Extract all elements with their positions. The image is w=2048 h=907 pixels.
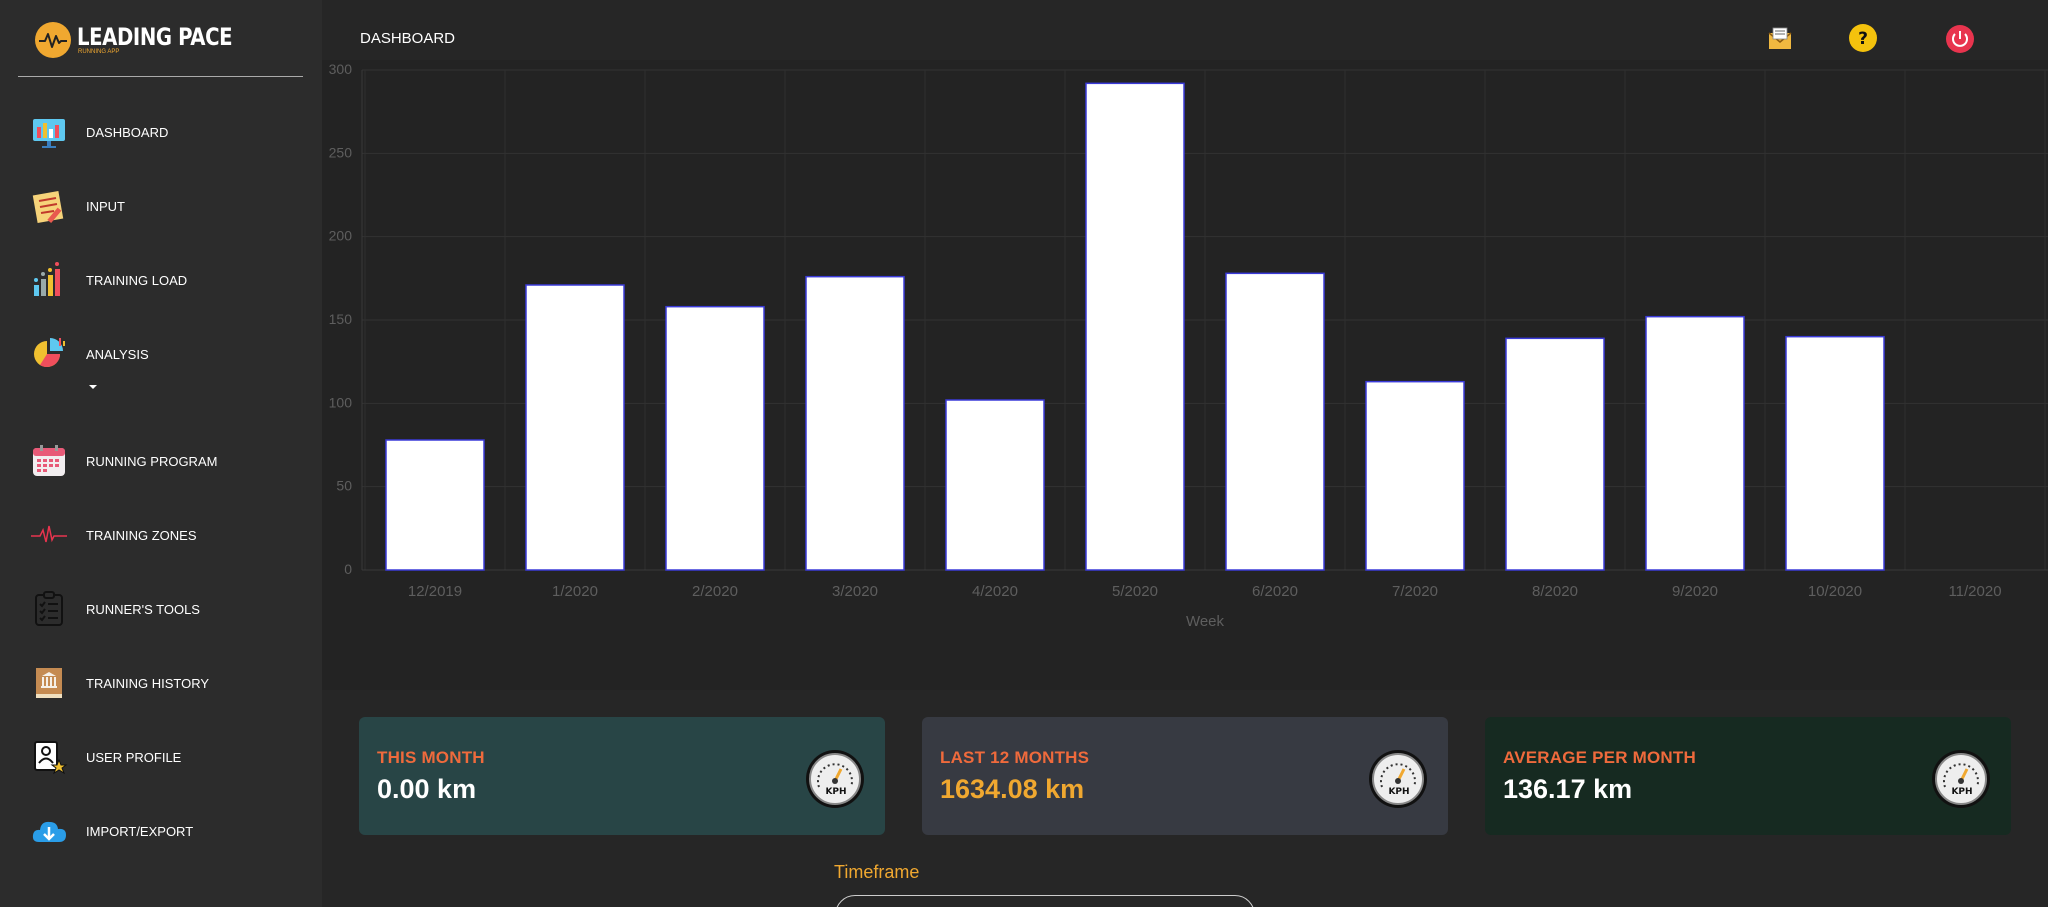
app-tagline: RUNNING APP [78, 48, 120, 55]
stat-label: AVERAGE PER MONTH [1503, 748, 1696, 767]
y-tick-label: 100 [329, 394, 353, 410]
stat-card-average-per-month: AVERAGE PER MONTH 136.17 km KPH [1485, 717, 2011, 835]
bar-1-2020 [525, 284, 625, 571]
x-axis-label: Week [1186, 613, 1225, 630]
cloud-download-icon [28, 810, 70, 852]
gauge-label: KPH [1951, 787, 1972, 797]
timeframe-select[interactable] [835, 895, 1255, 907]
x-tick-label: 12/2019 [408, 583, 462, 600]
x-tick-label: 8/2020 [1532, 583, 1578, 600]
stat-card-this-month: THIS MONTH 0.00 km KPH [359, 717, 885, 835]
notes-pencil-icon [28, 185, 70, 227]
sidebar-item-analysis[interactable]: ANALYSIS [28, 330, 308, 378]
sidebar-item-label: TRAINING ZONES [86, 527, 197, 543]
bar-2-2020 [665, 305, 765, 571]
speedometer-icon: KPH [805, 749, 865, 809]
page-title: DASHBOARD [360, 30, 456, 47]
x-tick-label: 9/2020 [1672, 583, 1718, 600]
pulse-logo-icon [35, 22, 71, 58]
x-tick-label: 10/2020 [1808, 583, 1862, 600]
bar-5-2020 [1085, 82, 1185, 571]
bar-8-2020 [1505, 337, 1605, 571]
bar-chart-icon [28, 259, 70, 301]
sidebar-item-label: INPUT [86, 198, 125, 214]
y-tick-label: 150 [329, 311, 353, 327]
y-tick-label: 200 [329, 228, 353, 244]
y-tick-label: 0 [344, 561, 352, 577]
bar-9-2020 [1645, 315, 1745, 571]
y-tick-label: 50 [336, 478, 352, 494]
user-badge-icon [28, 736, 70, 778]
sidebar-item-label: TRAINING HISTORY [86, 675, 210, 691]
sidebar-item-training-history[interactable]: TRAINING HISTORY [28, 659, 308, 707]
sidebar-item-running-program[interactable]: RUNNING PROGRAM [28, 437, 308, 485]
distance-bar-chart: 0 50 100 150 200 250 300 12/2019 1/2020 2/2020 3/2… [322, 60, 2048, 690]
x-tick-label: 1/2020 [552, 583, 598, 600]
sidebar-item-label: USER PROFILE [86, 749, 182, 765]
speedometer-icon: KPH [1931, 749, 1991, 809]
logo-divider [18, 76, 303, 77]
chart-svg: 0 50 100 150 200 250 300 12/2019 1/2020 2/2020 3/2… [329, 61, 2048, 630]
x-tick-label: 7/2020 [1392, 583, 1438, 600]
sidebar-item-label: RUNNING PROGRAM [86, 453, 218, 469]
bar-4-2020 [945, 399, 1045, 571]
x-tick-label: 3/2020 [832, 583, 878, 600]
x-tick-label: 6/2020 [1252, 583, 1298, 600]
x-tick-label: 11/2020 [1948, 583, 2001, 600]
main-content: DASHBOARD ? 0 50 100 150 200 250 300 12/2019 1/2… [322, 0, 2048, 907]
stat-label: THIS MONTH [377, 748, 485, 767]
y-tick-label: 300 [329, 61, 353, 77]
sidebar-item-label: ANALYSIS [86, 346, 149, 362]
sidebar-item-training-zones[interactable]: TRAINING ZONES [28, 511, 308, 559]
y-tick-label: 250 [329, 144, 353, 160]
checklist-icon [28, 588, 70, 630]
calendar-icon [28, 440, 70, 482]
bar-10-2020 [1785, 335, 1885, 571]
gauge-label: KPH [1388, 787, 1409, 797]
app-name: LEADING PACE [77, 22, 233, 51]
sidebar-item-user-profile[interactable]: USER PROFILE [28, 733, 308, 781]
speedometer-icon: KPH [1368, 749, 1428, 809]
sidebar-item-training-load[interactable]: TRAINING LOAD [28, 256, 308, 304]
svg-text:?: ? [1858, 29, 1868, 49]
x-tick-label: 4/2020 [972, 583, 1018, 600]
help-icon[interactable]: ? [1846, 22, 1880, 56]
stat-card-last-12-months: LAST 12 MONTHS 1634.08 km KPH [922, 717, 1448, 835]
bar-3-2020 [805, 275, 905, 571]
heartbeat-icon [28, 514, 70, 556]
bar-7-2020 [1365, 380, 1465, 571]
timeframe-label: Timeframe [834, 862, 920, 882]
mail-icon[interactable] [1763, 22, 1797, 56]
stat-label: LAST 12 MONTHS [940, 748, 1090, 767]
x-tick-label: 5/2020 [1112, 583, 1158, 600]
x-tick-label: 2/2020 [692, 583, 738, 600]
bar-6-2020 [1225, 272, 1325, 571]
sidebar-item-runners-tools[interactable]: RUNNER'S TOOLS [28, 585, 308, 633]
sidebar: LEADING PACE RUNNING APP DASHBOARD INPUT… [0, 0, 322, 907]
power-icon[interactable] [1943, 22, 1977, 56]
sidebar-item-input[interactable]: INPUT [28, 182, 308, 230]
sidebar-item-dashboard[interactable]: DASHBOARD [28, 108, 308, 156]
sidebar-item-label: RUNNER'S TOOLS [86, 601, 200, 617]
sidebar-item-import-export[interactable]: IMPORT/EXPORT [28, 807, 308, 855]
sidebar-item-label: TRAINING LOAD [86, 272, 188, 288]
app-logo[interactable]: LEADING PACE RUNNING APP [35, 20, 266, 60]
gauge-label: KPH [825, 787, 846, 797]
caret-down-icon[interactable] [89, 385, 97, 389]
sidebar-item-label: DASHBOARD [86, 124, 169, 140]
sidebar-item-label: IMPORT/EXPORT [86, 823, 194, 839]
stat-value: 0.00 km [377, 774, 477, 804]
dashboard-monitor-icon [28, 111, 70, 153]
stat-value: 1634.08 km [940, 774, 1085, 804]
stat-value: 136.17 km [1503, 774, 1633, 804]
bar-12-2019 [385, 439, 485, 571]
pie-chart-icon [28, 333, 70, 375]
museum-book-icon [28, 662, 70, 704]
